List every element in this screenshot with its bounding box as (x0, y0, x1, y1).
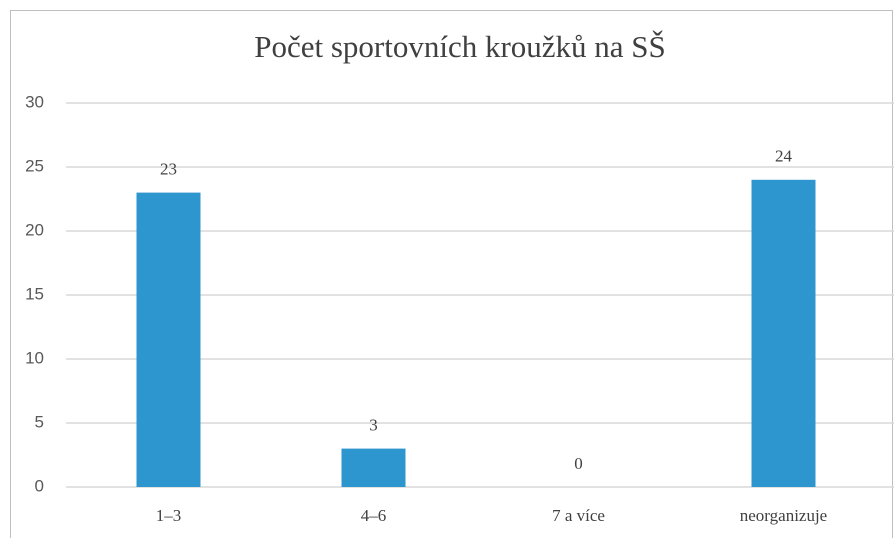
data-label: 24 (775, 147, 793, 166)
bar (136, 192, 201, 487)
data-label: 23 (160, 160, 177, 179)
x-tick-label: 1–3 (156, 506, 182, 525)
y-tick-label: 0 (35, 476, 44, 495)
chart-title: Počet sportovních kroužků na SŠ (254, 29, 666, 64)
bar (341, 448, 406, 487)
y-tick-label: 10 (25, 348, 44, 367)
data-label: 3 (369, 416, 378, 435)
bar (751, 179, 816, 488)
y-tick-label: 30 (25, 92, 44, 111)
y-tick-label: 25 (25, 156, 44, 175)
x-tick-label: neorganizuje (740, 506, 827, 525)
x-tick-label: 4–6 (361, 506, 387, 525)
data-label: 0 (574, 454, 583, 473)
y-tick-label: 20 (25, 220, 44, 239)
x-tick-label: 7 a více (552, 506, 605, 525)
y-tick-label: 15 (25, 284, 44, 303)
y-tick-label: 5 (35, 412, 44, 431)
